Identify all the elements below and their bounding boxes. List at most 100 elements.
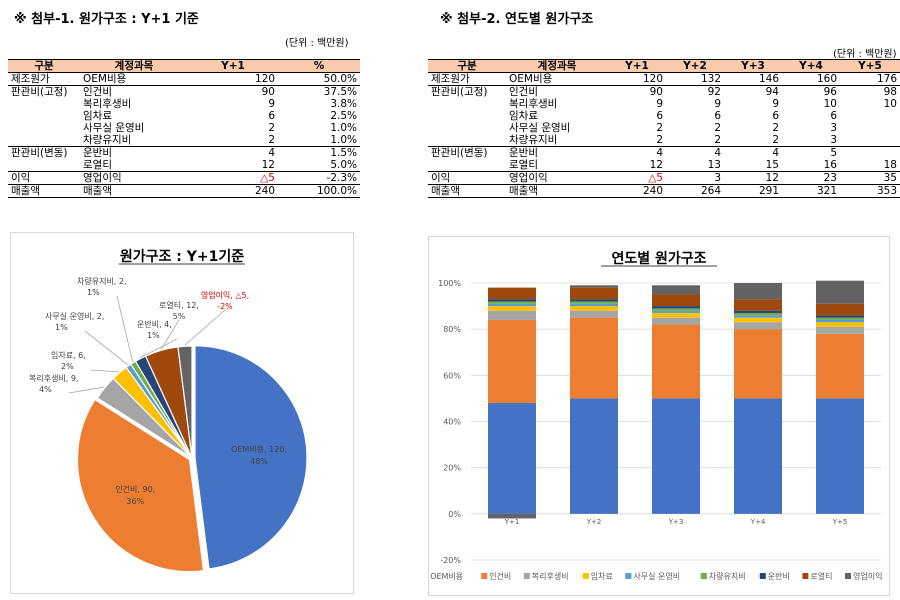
row-account: 인건비 bbox=[80, 85, 188, 98]
cost-structure-table: 구분 계정과목 Y+1% 제조원가 OEM비용 120 50.0% 판관비(고정) 인건비 90… bbox=[8, 59, 360, 198]
row-value-y4: 23 bbox=[782, 171, 840, 185]
row-value: 120 bbox=[254, 73, 275, 85]
row-value-y2: 92 bbox=[666, 85, 724, 98]
pie-data-label: 5% bbox=[173, 312, 186, 321]
pie-leader-line bbox=[184, 309, 226, 346]
table-row: 로열티 12 13 15 16 18 bbox=[428, 159, 900, 172]
pie-data-label: OEM비용, 120, bbox=[231, 445, 287, 454]
row-value-y1: △5 bbox=[608, 171, 666, 185]
row-account: 사무실 운영비 bbox=[83, 122, 145, 134]
pie-leader-line bbox=[160, 319, 180, 350]
row-value-y2: 132 bbox=[700, 73, 721, 85]
row-value-y5: 10 bbox=[883, 98, 897, 110]
bar-segment-3 bbox=[570, 306, 618, 311]
bar-segment-8 bbox=[488, 513, 536, 519]
table-row: 로열티 12 5.0% bbox=[8, 159, 360, 172]
bar-segment-0 bbox=[570, 398, 618, 514]
row-value-y5: 35 bbox=[840, 171, 900, 185]
row-group: 제조원가 bbox=[431, 73, 470, 85]
row-value-y3: 2 bbox=[772, 134, 779, 146]
x-tick-label: Y+5 bbox=[832, 518, 848, 526]
row-group bbox=[428, 159, 506, 172]
pie-data-label: 임차료, 6, bbox=[51, 351, 86, 360]
bar-segment-4 bbox=[734, 315, 782, 318]
table-row: 판관비(고정) 인건비 90 92 94 96 98 bbox=[428, 85, 900, 98]
legend-label: 사무실 운영비 bbox=[633, 571, 680, 581]
row-group: 매출액 bbox=[428, 184, 506, 198]
table-row: 매출액 매출액 240 264 291 321 353 bbox=[428, 184, 900, 198]
bar-segment-1 bbox=[570, 317, 618, 399]
bar-segment-7 bbox=[652, 294, 700, 307]
pie-data-label: 인건비, 90, bbox=[115, 484, 155, 494]
x-tick-label: Y+4 bbox=[750, 518, 766, 526]
pie-slice-0 bbox=[194, 345, 308, 570]
legend-swatch bbox=[802, 573, 809, 579]
row-percent: 50.0% bbox=[323, 73, 357, 85]
pie-data-label: 1% bbox=[87, 288, 100, 297]
row-account: 영업이익 bbox=[80, 171, 188, 185]
row-value-y3: 291 bbox=[724, 184, 782, 198]
row-value-y2: 9 bbox=[714, 98, 721, 110]
row-value-y2: 264 bbox=[666, 184, 724, 198]
row-group: 이익 bbox=[8, 171, 80, 185]
row-group bbox=[428, 134, 506, 147]
bar-segment-7 bbox=[488, 287, 536, 300]
row-value-y4: 6 bbox=[830, 110, 837, 122]
row-percent: 2.5% bbox=[330, 110, 357, 122]
y-tick-label: 20% bbox=[443, 464, 461, 473]
row-value-y1: 4 bbox=[608, 146, 666, 159]
left-header-0: 구분 bbox=[8, 59, 80, 73]
row-value: 9 bbox=[268, 98, 275, 110]
table-row: 복리후생비 9 3.8% bbox=[8, 98, 360, 110]
row-percent: 1.5% bbox=[278, 146, 360, 159]
row-value-y1: 2 bbox=[656, 122, 663, 134]
row-account: 사무실 운영비 bbox=[509, 122, 571, 134]
row-percent: 1.0% bbox=[330, 122, 357, 134]
table-row: 임차료 6 2.5% bbox=[8, 110, 360, 122]
row-value: 2 bbox=[268, 134, 275, 146]
table-row: 판관비(변동) 운반비 4 4 4 5 bbox=[428, 146, 900, 159]
left-section-title: ※ 첨부-1. 원가구조 : Y+1 기준 bbox=[14, 12, 199, 27]
row-value-y4: 160 bbox=[816, 73, 837, 85]
pie-data-label: 차량유지비, 2, bbox=[77, 276, 127, 286]
bar-segment-2 bbox=[734, 322, 782, 330]
bar-segment-0 bbox=[734, 398, 782, 514]
row-value: 4 bbox=[188, 146, 278, 159]
pie-data-label: 48% bbox=[250, 457, 268, 466]
bar-segment-2 bbox=[570, 310, 618, 318]
right-header-2: Y+1 bbox=[608, 59, 666, 73]
row-value-y3: 146 bbox=[758, 73, 779, 85]
table-row: 차량유지비 2 2 2 3 bbox=[428, 134, 900, 147]
row-value-y1: 90 bbox=[608, 85, 666, 98]
x-tick-label: Y+1 bbox=[504, 518, 520, 526]
pie-data-label: -2% bbox=[217, 302, 233, 311]
row-value-y5: 98 bbox=[840, 85, 900, 98]
bar-segment-8 bbox=[652, 285, 700, 295]
bar-segment-3 bbox=[816, 322, 864, 327]
bar-segment-2 bbox=[816, 326, 864, 334]
row-group bbox=[8, 159, 80, 172]
legend-label: OEM비용 bbox=[430, 572, 463, 581]
row-value: 240 bbox=[188, 184, 278, 198]
row-value-y2: 4 bbox=[666, 146, 724, 159]
x-tick-label: Y+3 bbox=[668, 518, 684, 526]
table-row: 임차료 6 6 6 6 bbox=[428, 110, 900, 122]
bar-segment-8 bbox=[570, 285, 618, 288]
y-tick-label: 60% bbox=[443, 371, 461, 380]
row-group bbox=[8, 122, 80, 134]
row-value-y2: 13 bbox=[707, 159, 721, 171]
bar-segment-3 bbox=[734, 317, 782, 323]
row-percent: -2.3% bbox=[278, 171, 360, 185]
row-value-y5 bbox=[840, 146, 900, 159]
pie-data-label: 복리후생비, 9, bbox=[29, 373, 79, 383]
right-header-0: 구분 bbox=[428, 59, 506, 73]
left-header-3: % bbox=[278, 59, 360, 73]
pie-chart: 원가구조 : Y+1기준 OEM비용, 120, 48% 인건비, 90, 36% 복리… bbox=[29, 249, 308, 573]
x-tick-label: Y+2 bbox=[586, 518, 602, 526]
row-value-y2: 6 bbox=[714, 110, 721, 122]
row-account: OEM비용 bbox=[83, 73, 127, 85]
table-row: 이익 영업이익 △5 -2.3% bbox=[8, 171, 360, 185]
row-value-y4: 5 bbox=[782, 146, 840, 159]
row-account: 영업이익 bbox=[506, 171, 608, 185]
row-account: 로열티 bbox=[83, 159, 112, 171]
